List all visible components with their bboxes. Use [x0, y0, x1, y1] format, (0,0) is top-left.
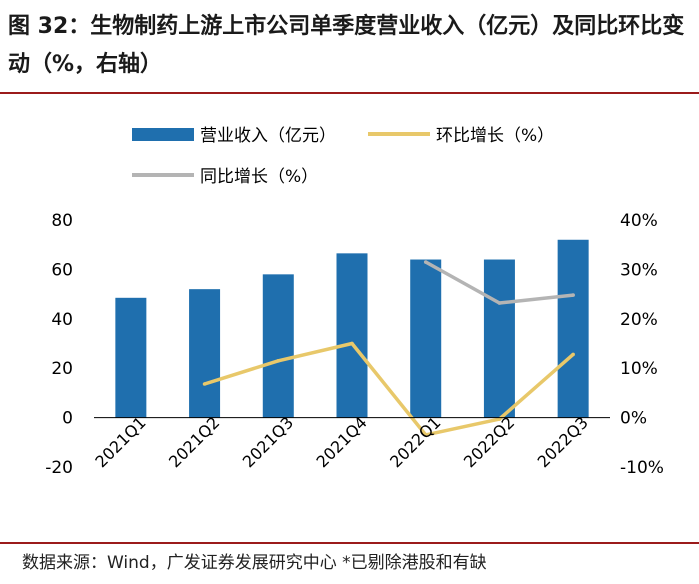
x-tick-label: 2021Q4 — [312, 413, 370, 471]
point-qoq-2021q2 — [202, 382, 207, 386]
x-tick-label: 2022Q3 — [534, 413, 592, 471]
legend-label-qoq: 环比增长（%） — [436, 126, 554, 146]
y-right-tick-label: 10% — [620, 359, 658, 379]
point-yoy-2022q2 — [497, 301, 502, 305]
bars — [115, 239, 589, 418]
x-tick-label: 2021Q3 — [239, 413, 297, 471]
y-right-tick-label: 40% — [620, 211, 658, 231]
point-yoy-2022q3 — [571, 293, 575, 297]
figure-title: 图 32：生物制药上游上市公司单季度营业收入（亿元）及同比环比变动（%，右轴） — [8, 14, 685, 77]
lines — [202, 260, 575, 437]
bar-2021q1 — [115, 297, 147, 418]
line-qoq — [204, 341, 575, 437]
y-left-tick-label: 0 — [62, 409, 73, 429]
legend-swatch-revenue — [132, 128, 194, 141]
point-qoq-2022q2 — [497, 417, 502, 421]
point-qoq-2021q4 — [350, 341, 354, 346]
y-left-tick-label: 40 — [51, 310, 73, 330]
y-left-tick-label: 80 — [51, 211, 73, 231]
x-tick-label: 2021Q1 — [91, 413, 149, 471]
bar-2021q2 — [189, 289, 221, 418]
bar-2022q1 — [410, 259, 442, 418]
source-rule — [0, 542, 699, 544]
y-left-tick-label: -20 — [45, 458, 73, 478]
bar-2021q3 — [262, 274, 294, 418]
title-rule — [0, 92, 699, 94]
y-right-tick-label: 20% — [620, 310, 658, 330]
point-qoq-2021q3 — [276, 358, 281, 363]
bar-2021q4 — [336, 253, 368, 418]
legend-label-yoy: 同比增长（%） — [200, 167, 318, 187]
y-right-tick-label: 30% — [620, 260, 658, 280]
point-qoq-2022q3 — [571, 352, 575, 357]
y-right-tick-label: -10% — [620, 458, 664, 478]
bar-2022q3 — [557, 239, 589, 418]
bar-2022q2 — [483, 259, 515, 418]
point-qoq-2022q1 — [423, 433, 428, 437]
source-note: 数据来源：Wind，广发证券发展研究中心 *已剔除港股和有缺 — [22, 553, 487, 573]
y-left-tick-label: 20 — [51, 359, 73, 379]
x-tick-label: 2021Q2 — [165, 413, 223, 471]
y-left-tick-label: 60 — [51, 260, 73, 280]
legend-label-revenue: 营业收入（亿元） — [200, 126, 336, 146]
y-right-tick-label: 0% — [620, 409, 647, 429]
legend: 营业收入（亿元） 环比增长（%） 同比增长（%） — [132, 126, 554, 187]
point-yoy-2022q1 — [423, 260, 428, 264]
